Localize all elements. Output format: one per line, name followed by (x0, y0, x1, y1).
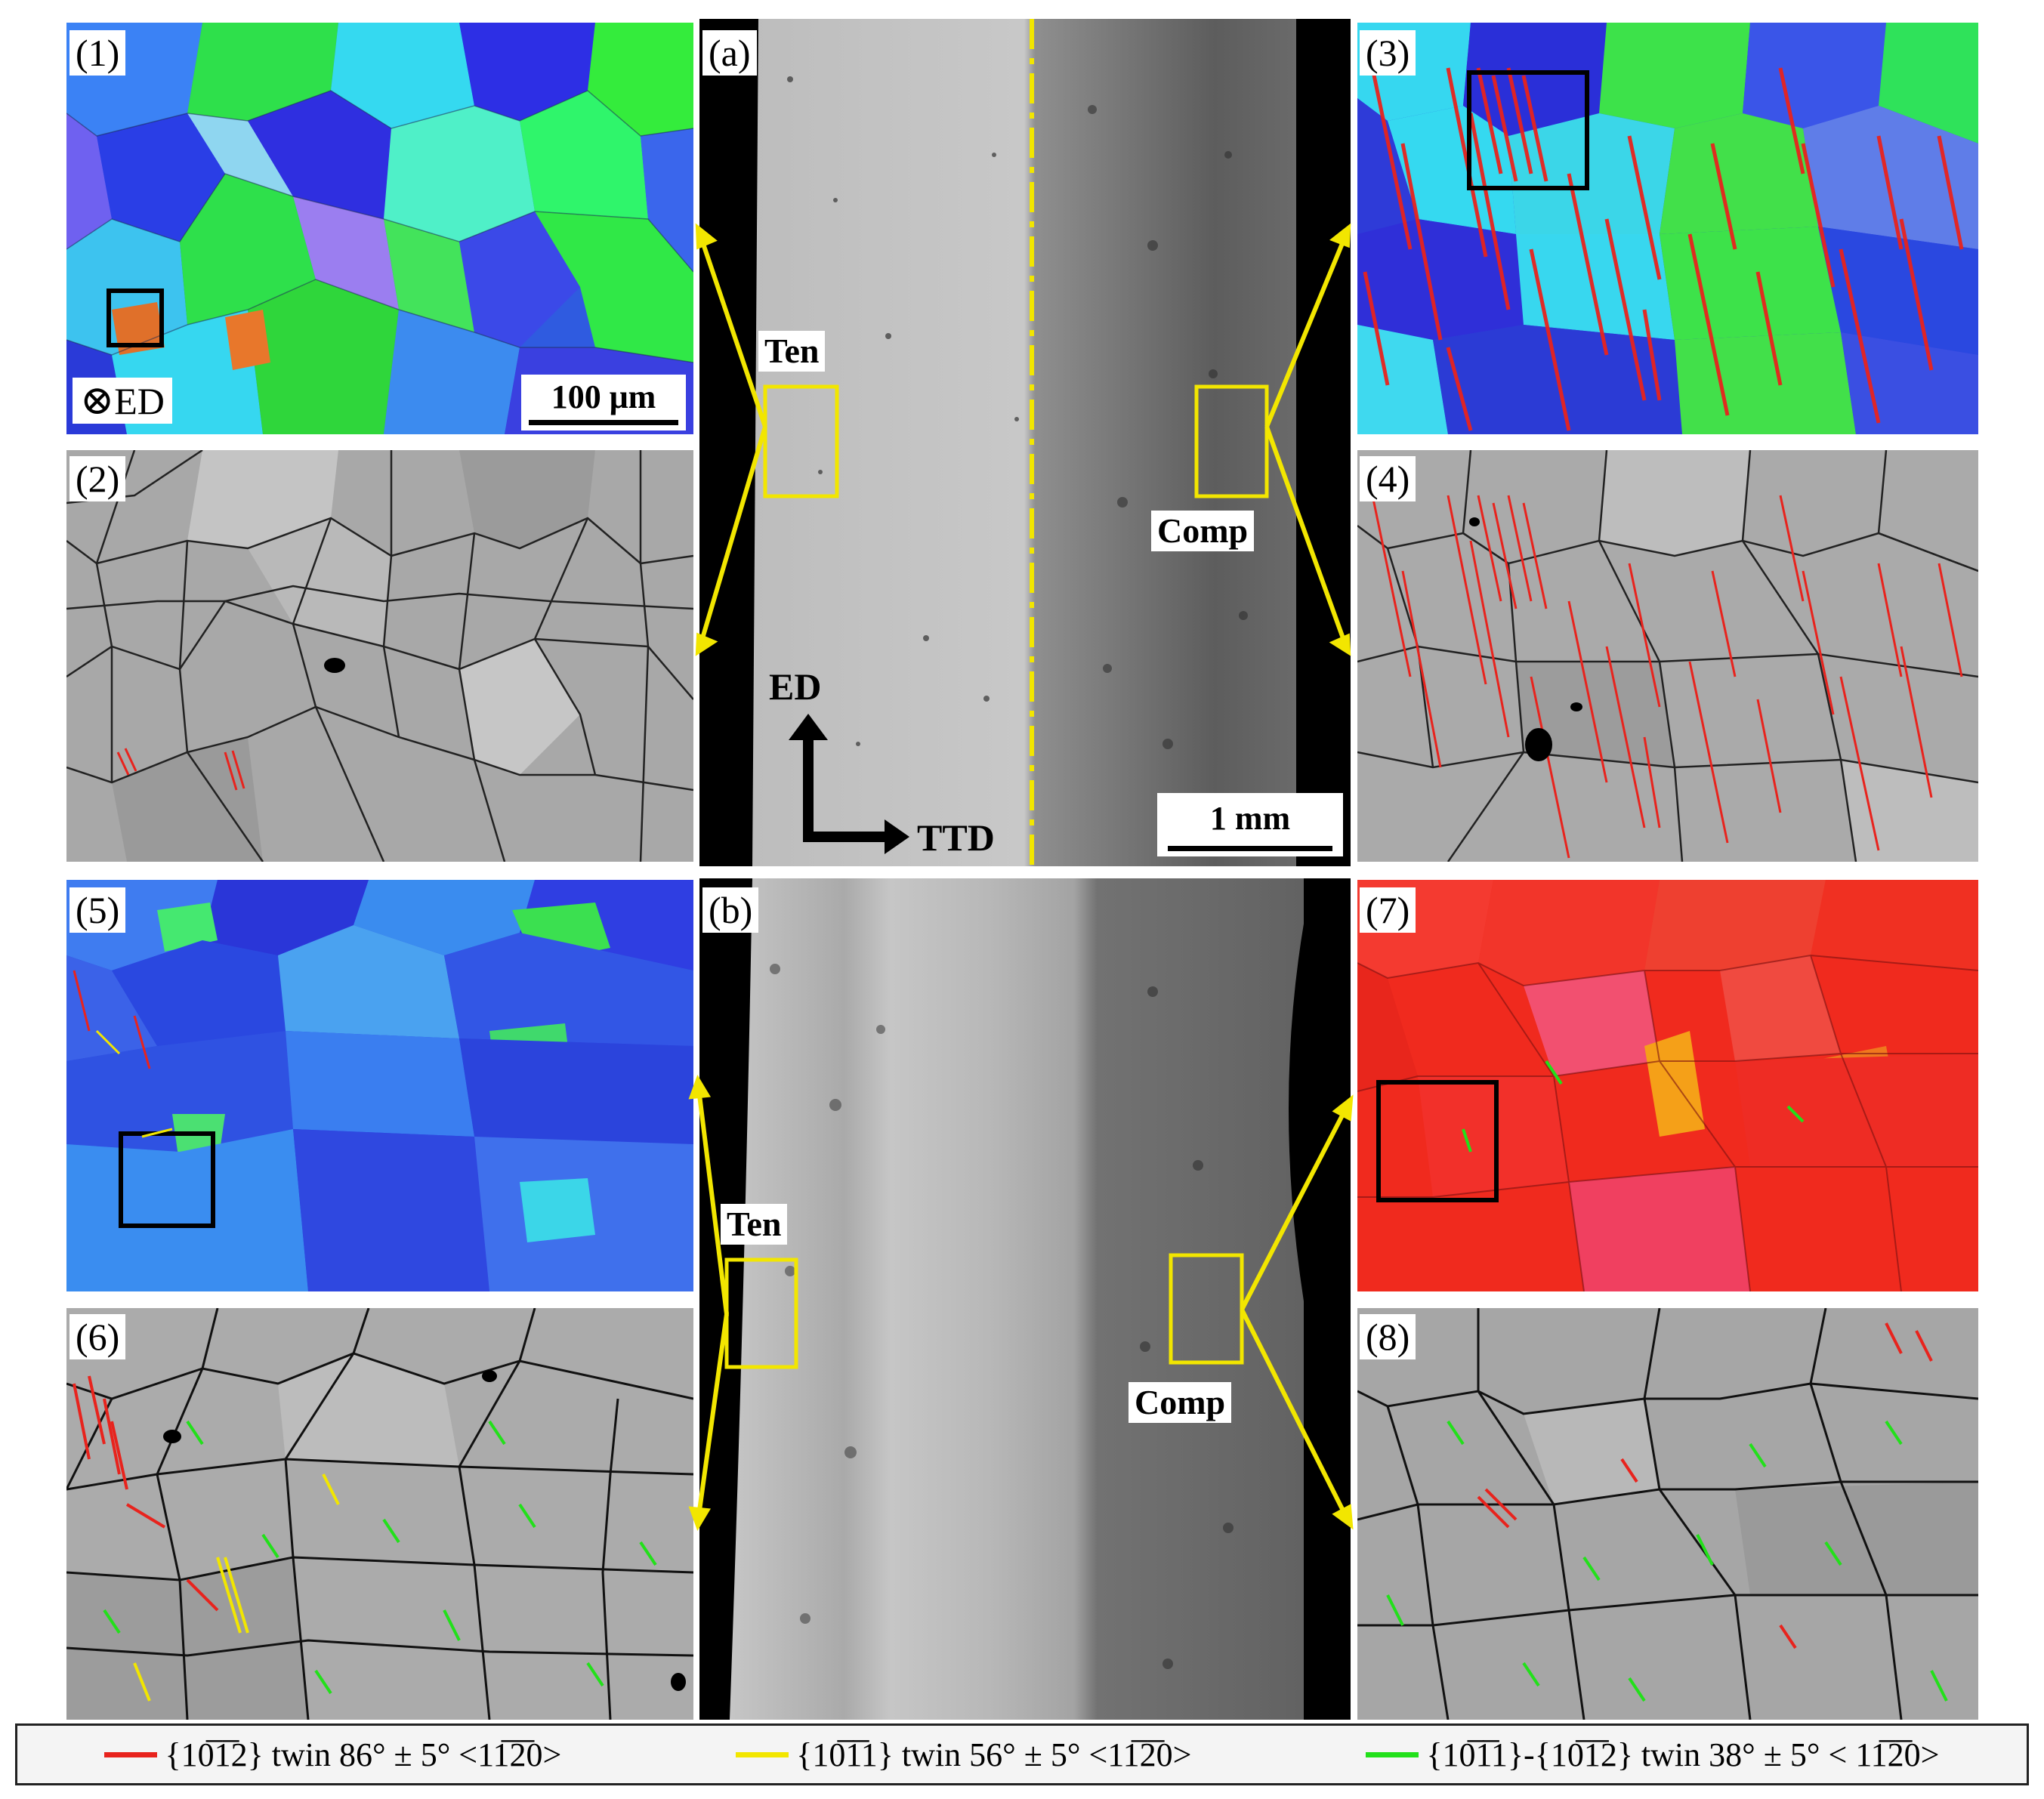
panel-b-optical-micrograph (699, 878, 1351, 1720)
scale-bar-100um-line (529, 420, 678, 425)
panel-label-a: (a) (702, 30, 757, 76)
panel-label-3: (3) (1360, 30, 1416, 76)
tension-label-a: Ten (758, 331, 826, 372)
legend-swatch-red (104, 1751, 158, 1757)
tension-label-b: Ten (721, 1204, 788, 1245)
scale-bar-1mm-line (1168, 846, 1332, 851)
panel-label-6: (6) (69, 1314, 126, 1359)
panel-6-boundary-map (66, 1308, 693, 1720)
into-page-icon: ⊗ (80, 378, 115, 423)
legend-item-double-twin: {10̅1̅1}-{10̅1̅2} twin 38° ± 5° < 11̅2̅0… (1366, 1736, 1940, 1774)
legend-text-twin-1011: {10̅1̅1} twin 56° ± 5° <11̅2̅0> (796, 1736, 1192, 1773)
ed-direction-indicator: ⊗ED (73, 378, 172, 424)
panel-label-4: (4) (1360, 456, 1416, 501)
scale-bar-1mm-label: 1 mm (1209, 800, 1291, 837)
panel-label-7: (7) (1360, 887, 1416, 933)
panel-4-boundary-map (1357, 450, 1978, 862)
legend-text-double-twin: {10̅1̅1}-{10̅1̅2} twin 38° ± 5° < 11̅2̅0… (1426, 1736, 1940, 1773)
panel-label-b: (b) (702, 887, 759, 933)
legend-swatch-yellow (736, 1751, 789, 1757)
twin-legend: {10̅1̅2} twin 86° ± 5° <11̅2̅0> {10̅1̅1}… (15, 1723, 2029, 1785)
ed-direction-label: ED (114, 380, 165, 422)
panel-label-8: (8) (1360, 1314, 1416, 1359)
panel-7-ipf-map (1357, 880, 1978, 1291)
panel-2-boundary-map (66, 450, 693, 862)
scale-bar-100um-label: 100 μm (551, 378, 656, 415)
panel-a-optical-micrograph (699, 19, 1351, 866)
ttd-axis-label: TTD (917, 816, 995, 859)
panel-5-ipf-map (66, 880, 693, 1291)
compression-label-b: Comp (1129, 1382, 1232, 1423)
panel-label-2: (2) (69, 456, 126, 501)
panel-label-1: (1) (69, 30, 126, 76)
scale-bar-100um: 100 μm (521, 375, 686, 430)
legend-swatch-green (1366, 1751, 1419, 1757)
ed-axis-label: ED (769, 665, 822, 708)
compression-label-a: Comp (1151, 511, 1255, 551)
panel-label-5: (5) (69, 887, 126, 933)
scale-bar-1mm: 1 mm (1157, 793, 1343, 856)
legend-item-twin-1012: {10̅1̅2} twin 86° ± 5° <11̅2̅0> (104, 1736, 561, 1774)
panel-1-ipf-map (66, 23, 693, 434)
legend-text-twin-1012: {10̅1̅2} twin 86° ± 5° <11̅2̅0> (165, 1736, 562, 1773)
panel-8-boundary-map (1357, 1308, 1978, 1720)
legend-item-twin-1011: {10̅1̅1} twin 56° ± 5° <11̅2̅0> (736, 1736, 1191, 1774)
panel-3-ipf-map (1357, 23, 1978, 434)
